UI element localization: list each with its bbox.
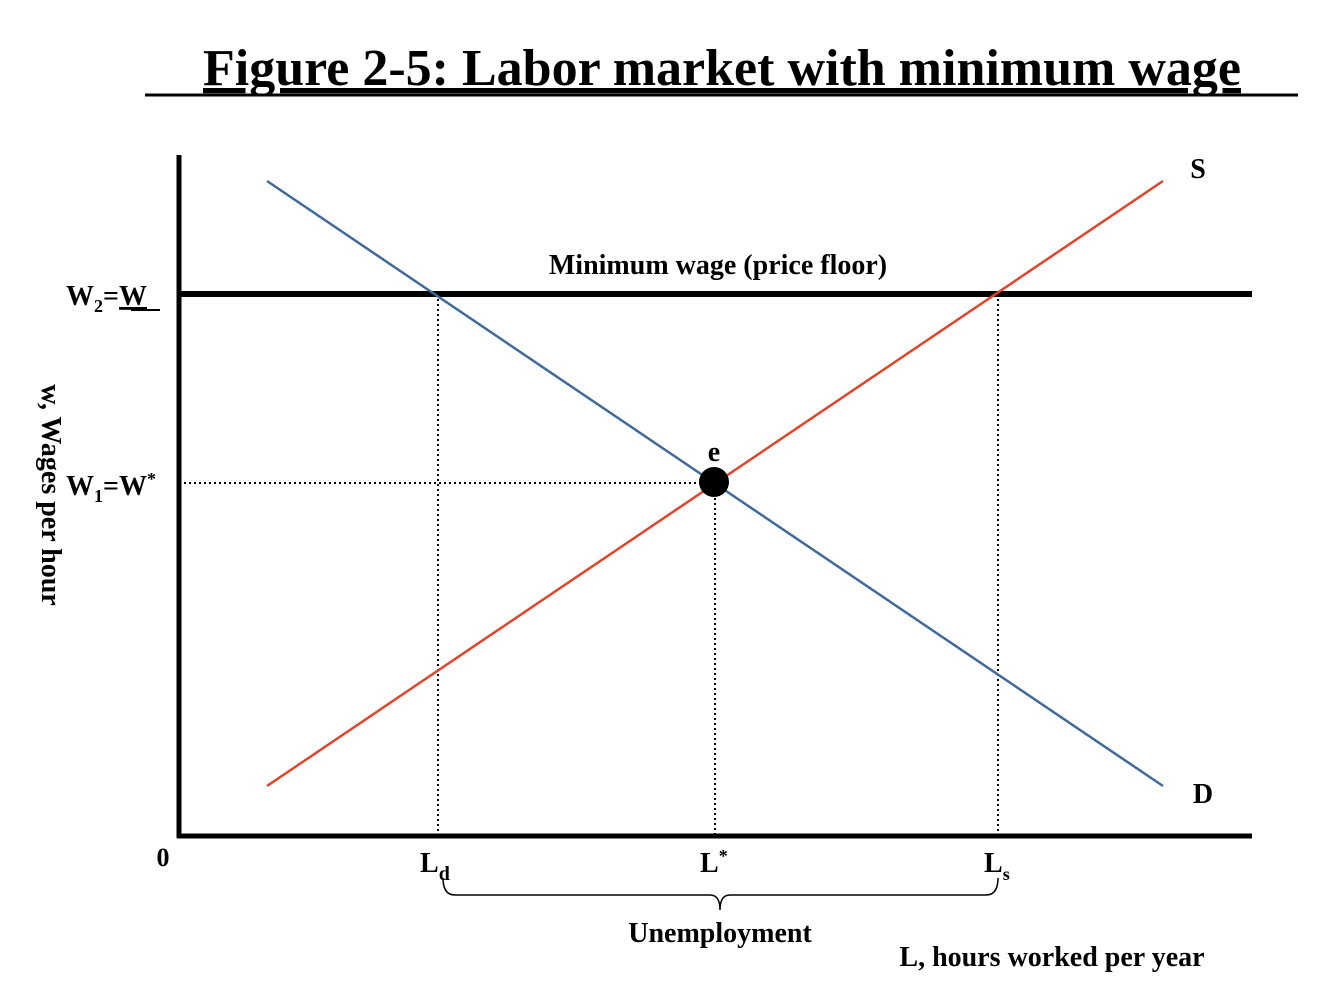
ld-base: L <box>420 848 439 879</box>
x-axis-label: L, hours worked per year <box>899 942 1204 973</box>
equilibrium-point <box>699 467 729 497</box>
lstar-label: L* <box>700 846 728 879</box>
w1-base: W <box>66 471 94 502</box>
lstar-sup: * <box>719 846 728 866</box>
w1-sup: * <box>147 469 156 489</box>
demand-label: D <box>1193 779 1213 810</box>
y-axis-label: w, Wages per hour <box>35 384 66 605</box>
ls-sub: s <box>1003 864 1010 884</box>
ls-base: L <box>984 848 1003 879</box>
ls-label: Ls <box>984 848 1010 884</box>
unemployment-brace <box>442 877 999 911</box>
guides <box>179 294 999 836</box>
w2-rest: W <box>119 281 147 312</box>
floor-label: Minimum wage (price floor) <box>549 250 887 281</box>
origin-label: 0 <box>157 843 170 872</box>
supply-label: S <box>1190 154 1206 185</box>
ld-sub: d <box>439 863 450 885</box>
title: Figure 2-5: Labor market with minimum wa… <box>203 40 1241 97</box>
equilibrium-label: e <box>708 437 720 468</box>
w1-eq: =W <box>103 471 147 502</box>
ld-label: Ld <box>420 848 450 885</box>
w2-base: W <box>66 281 94 312</box>
w2-sub: 2 <box>94 296 103 316</box>
w1-label: W1=W* <box>66 469 156 506</box>
unemployment-label: Unemployment <box>628 918 812 949</box>
w2-label: W2=W <box>66 281 147 316</box>
lstar-base: L <box>700 848 719 879</box>
w1-sub: 1 <box>94 486 103 506</box>
w2-eq: = <box>103 281 119 312</box>
